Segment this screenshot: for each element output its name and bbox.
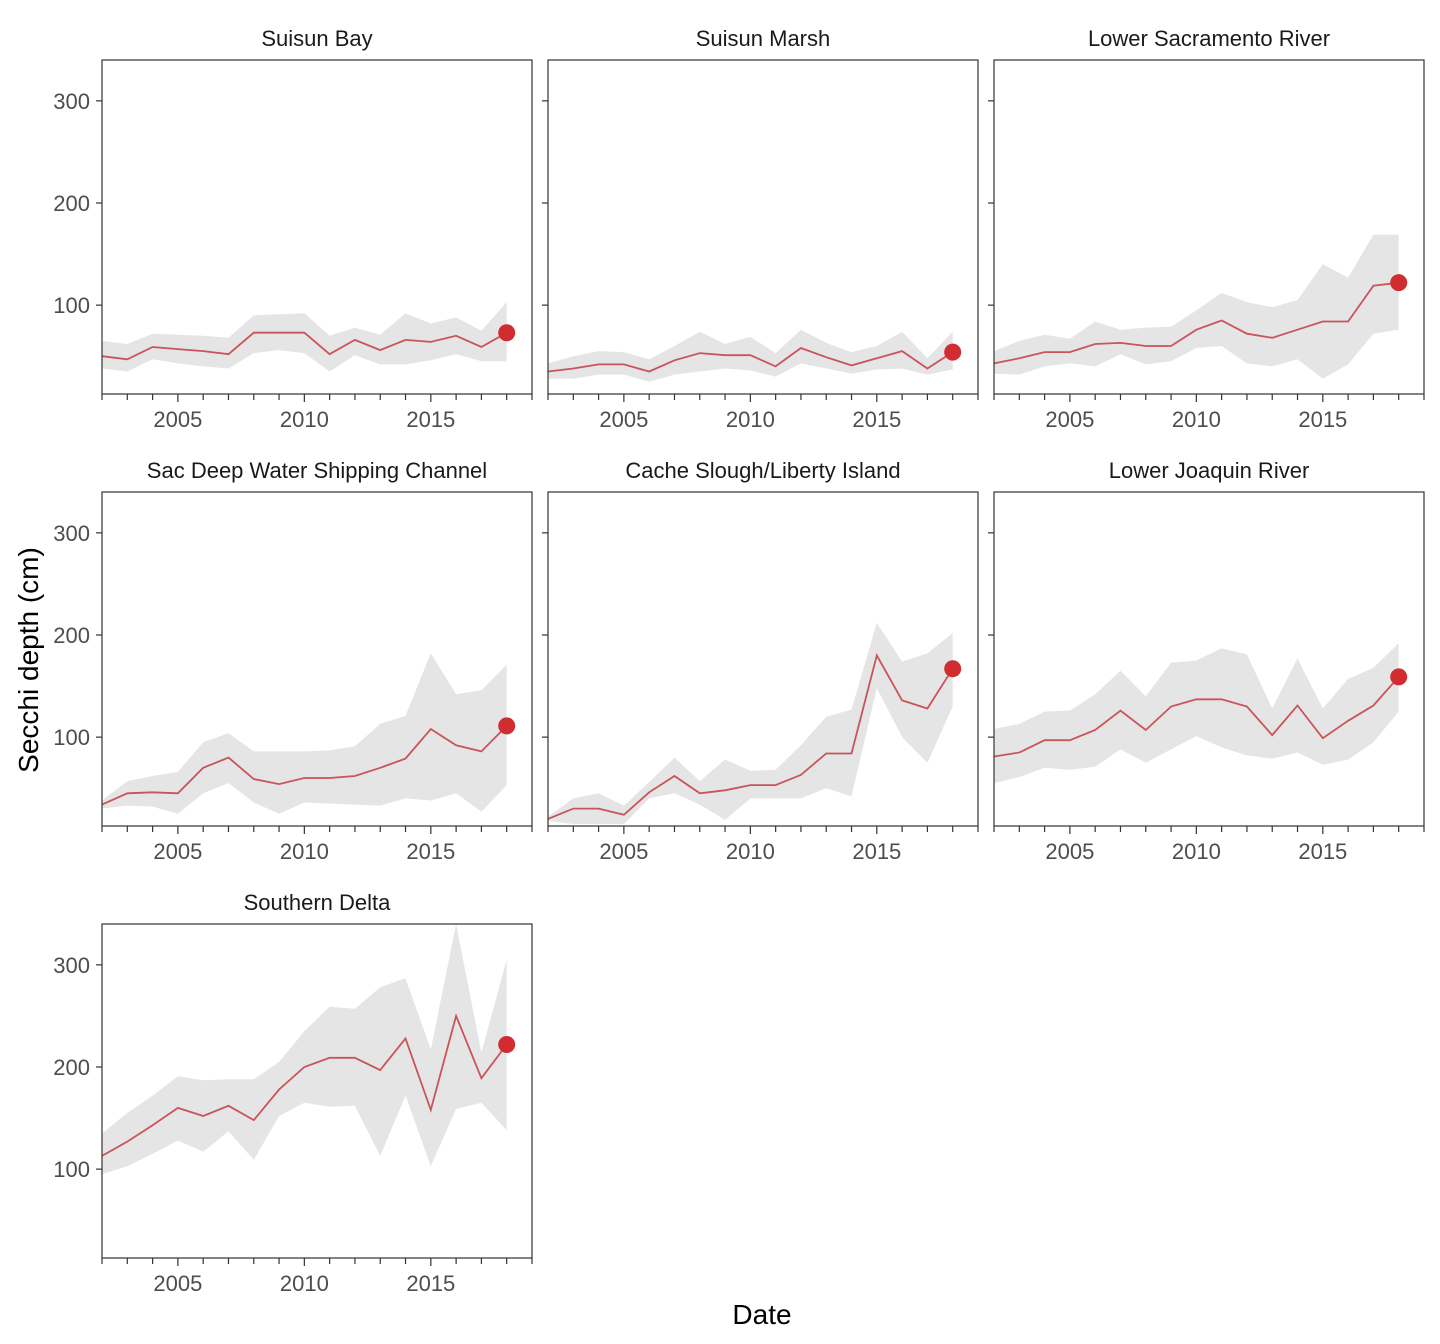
x-tick-label: 2005 (153, 1271, 202, 1296)
panel-frame (547, 59, 979, 395)
x-tick-label: 2015 (1298, 407, 1347, 432)
x-tick-label: 2010 (280, 839, 329, 864)
x-tick-label: 2005 (1045, 839, 1094, 864)
latest-value-point (1390, 668, 1408, 686)
panel-title: Suisun Marsh (696, 26, 831, 51)
latest-value-point (1390, 274, 1408, 292)
confidence-band (102, 653, 507, 814)
panel-title: Lower Joaquin River (1109, 458, 1310, 483)
y-tick-label: 200 (53, 1055, 90, 1080)
x-tick-label: 2015 (852, 407, 901, 432)
x-axis-title: Date (732, 1299, 791, 1330)
x-tick-label: 2010 (726, 839, 775, 864)
x-tick-label: 2015 (406, 1271, 455, 1296)
latest-value-point (498, 717, 516, 735)
panel-title: Sac Deep Water Shipping Channel (147, 458, 487, 483)
panel-frame (993, 59, 1425, 395)
confidence-band (102, 302, 507, 372)
y-tick-label: 100 (53, 1157, 90, 1182)
x-tick-label: 2015 (406, 839, 455, 864)
latest-value-point (944, 660, 962, 678)
x-tick-label: 2010 (280, 407, 329, 432)
y-tick-label: 300 (53, 89, 90, 114)
x-tick-label: 2005 (1045, 407, 1094, 432)
x-tick-label: 2010 (726, 407, 775, 432)
x-tick-label: 2010 (280, 1271, 329, 1296)
panel-title: Southern Delta (244, 890, 392, 915)
x-tick-label: 2015 (406, 407, 455, 432)
y-tick-label: 300 (53, 953, 90, 978)
panel-frame (993, 491, 1425, 827)
series-line (101, 1013, 508, 1157)
series-line (993, 676, 1400, 758)
panel-frame (547, 491, 979, 827)
confidence-band (102, 924, 507, 1175)
x-tick-label: 2010 (1172, 407, 1221, 432)
x-tick-label: 2005 (153, 839, 202, 864)
panel-3: Lower Sacramento River 2005 2010 2015 (988, 26, 1425, 432)
panel-title: Suisun Bay (261, 26, 372, 51)
x-tick-label: 2005 (599, 407, 648, 432)
panel-frame (101, 923, 533, 1259)
series-line (993, 281, 1399, 365)
x-tick-label: 2005 (153, 407, 202, 432)
x-tick-label: 2015 (1298, 839, 1347, 864)
x-tick-label: 2005 (599, 839, 648, 864)
y-tick-label: 100 (53, 293, 90, 318)
panel-frame (101, 491, 533, 827)
panel-5: Cache Slough/Liberty Island 2005 2010 2015 (542, 458, 979, 864)
panel-2: Suisun Marsh 2005 2010 2015 (542, 26, 979, 432)
panel-6: Lower Joaquin River 2005 2010 2015 (988, 458, 1425, 864)
panels-layer: Suisun Bay 2005 2010 2015 100 200 300 Suisun Ma… (53, 26, 1425, 1296)
series-line (547, 346, 954, 373)
series-line (101, 725, 508, 806)
x-tick-label: 2010 (1172, 839, 1221, 864)
panel-7: Southern Delta 2005 2010 2015 100 200 300 (53, 890, 533, 1296)
series-line (547, 653, 954, 820)
panel-title: Lower Sacramento River (1088, 26, 1330, 51)
y-tick-label: 200 (53, 191, 90, 216)
panel-frame (101, 59, 533, 395)
latest-value-point (498, 324, 516, 342)
y-tick-label: 200 (53, 623, 90, 648)
series-line (101, 331, 508, 361)
panel-title: Cache Slough/Liberty Island (625, 458, 900, 483)
latest-value-point (944, 343, 962, 361)
y-tick-label: 100 (53, 725, 90, 750)
confidence-band (994, 234, 1399, 379)
confidence-band (994, 643, 1399, 784)
x-tick-label: 2015 (852, 839, 901, 864)
panel-4: Sac Deep Water Shipping Channel 2005 2010 2… (53, 458, 533, 864)
panel-1: Suisun Bay 2005 2010 2015 100 200 300 (53, 26, 533, 432)
y-tick-label: 300 (53, 521, 90, 546)
latest-value-point (498, 1036, 516, 1054)
y-axis-title: Secchi depth (cm) (13, 547, 44, 773)
confidence-band (548, 622, 953, 824)
